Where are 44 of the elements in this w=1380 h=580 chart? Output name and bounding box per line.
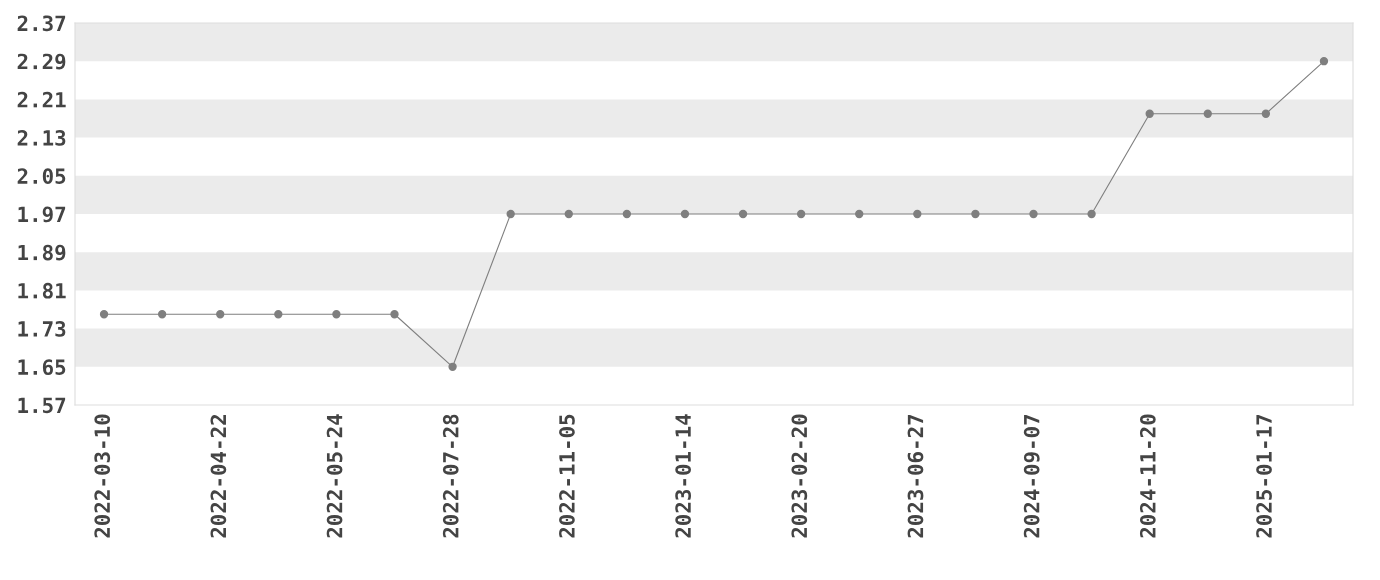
- point: [1087, 209, 1096, 219]
- x-tick-label: 2023-01-14: [675, 414, 691, 538]
- y-tick-label: 2.05: [17, 168, 66, 185]
- point: [1145, 109, 1154, 118]
- point: [506, 209, 515, 219]
- point: [390, 310, 399, 319]
- x-tick-label: 2022-03-10: [94, 414, 111, 538]
- point: [157, 310, 167, 319]
- point: [1029, 209, 1038, 219]
- point: [332, 310, 341, 319]
- x-tick-label: 2024-11-20: [1139, 414, 1156, 538]
- y-tick-label: 1.81: [18, 282, 66, 299]
- y-tick-label: 2.37: [17, 15, 66, 32]
- x-tick-label: 2022-07-28: [442, 414, 459, 538]
- y-tick-label: 2.13: [17, 130, 66, 146]
- x-tick-label: 2024-09-07: [1023, 414, 1040, 538]
- y-tick-label: 1.97: [18, 206, 66, 223]
- point: [564, 209, 573, 219]
- x-tick-label: 2025-01-17: [1256, 414, 1272, 538]
- point: [796, 209, 806, 219]
- point: [274, 310, 283, 319]
- x-tick-label: 2023-06-27: [907, 414, 924, 538]
- x-tick-label: 2022-04-22: [210, 415, 227, 538]
- y-tick-label: 2.29: [17, 53, 66, 70]
- y-tick-label: 1.57: [18, 397, 66, 414]
- point: [913, 209, 922, 219]
- x-tick-label: 2022-11-05: [559, 414, 575, 538]
- point: [448, 362, 457, 371]
- point: [680, 209, 690, 219]
- y-tick-label: 1.65: [18, 359, 66, 376]
- point: [855, 209, 864, 219]
- point: [1261, 109, 1271, 118]
- x-tick-label: 2023-02-20: [791, 414, 808, 538]
- y-tick-label: 1.89: [18, 244, 66, 261]
- x-tick-label: 2022-05-24: [326, 414, 343, 538]
- point: [971, 209, 980, 219]
- point: [216, 310, 225, 319]
- point: [622, 209, 632, 219]
- point: [1319, 57, 1329, 66]
- y-tick-label: 2.21: [17, 91, 66, 108]
- point: [99, 310, 109, 319]
- point: [1203, 109, 1212, 118]
- point: [738, 209, 748, 219]
- y-tick-label: 1.73: [18, 321, 66, 337]
